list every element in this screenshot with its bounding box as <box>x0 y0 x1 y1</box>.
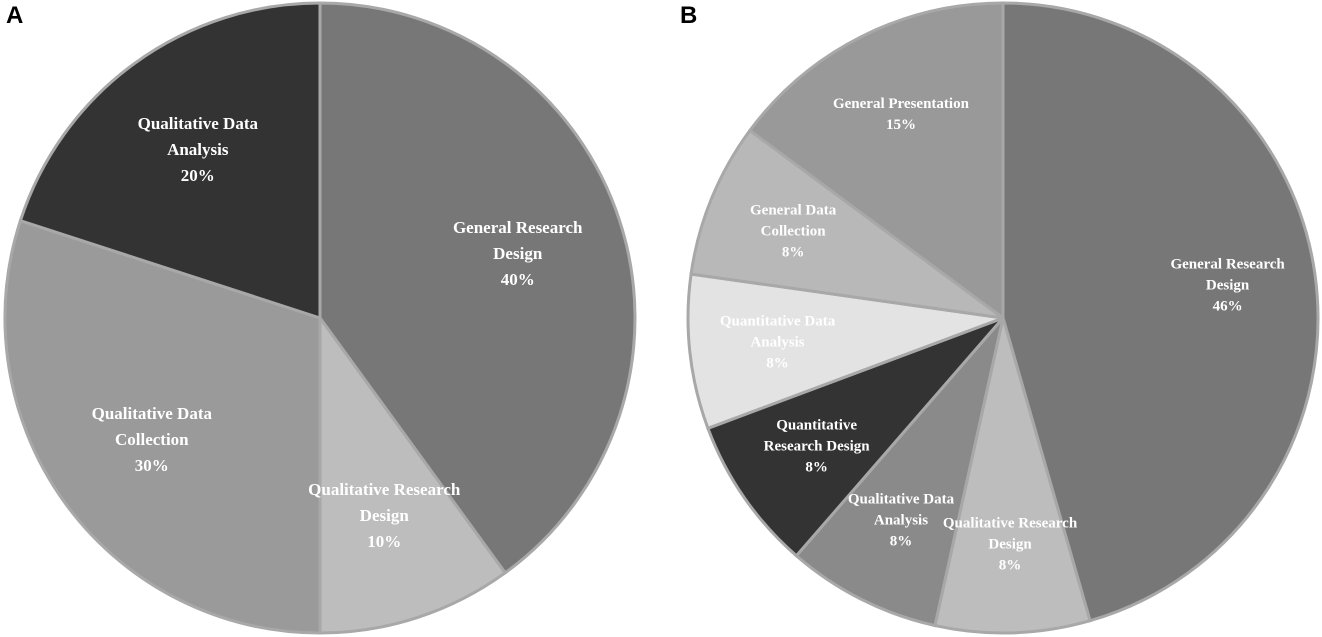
slice-value: 15% <box>885 117 916 134</box>
pie-slice <box>706 316 1005 558</box>
slice-value: 8% <box>889 533 913 550</box>
slice-label: General Research Design 40% <box>433 215 603 293</box>
panel-label: B <box>680 2 698 29</box>
slice-value: 40% <box>500 269 535 289</box>
slice-value: 8% <box>781 244 805 261</box>
slice-name: General Research Design <box>452 217 583 263</box>
slice-label: General Research Design 46% <box>1158 255 1298 318</box>
pie-slice <box>318 313 508 635</box>
slice-label: Qualitative Research Design 8% <box>940 513 1080 576</box>
pie-slice <box>933 317 1092 635</box>
panel-label: A <box>6 2 24 29</box>
slice-value: 8% <box>766 355 789 372</box>
slice-name: Qualitative Data Analysis <box>847 491 955 529</box>
slice-label: General Data Collection 8% <box>723 201 863 264</box>
pie-slice <box>794 317 1005 628</box>
slice-label: Quantitative Data Analysis 8% <box>708 311 848 374</box>
slice-label: Qualitative Research Design 10% <box>299 477 469 555</box>
slice-label: General Presentation 15% <box>831 94 971 136</box>
pie-slice <box>686 272 1004 431</box>
slice-value: 10% <box>367 531 402 551</box>
slice-name: Qualitative Research Design <box>942 515 1078 553</box>
slice-label: Quantitative Research Design 8% <box>747 416 887 479</box>
slice-name: Qualitative Data Analysis <box>137 113 258 159</box>
slice-label: Qualitative Data Collection 30% <box>67 401 237 479</box>
pie-slice <box>689 128 1004 320</box>
slice-name: General Presentation <box>832 96 969 113</box>
pie-slice <box>1001 1 1320 623</box>
slice-name: Quantitative Data Analysis <box>719 313 836 351</box>
pie-slice <box>18 1 322 321</box>
slice-value: 30% <box>134 456 169 476</box>
slice-label: Qualitative Data Analysis 20% <box>113 111 283 189</box>
slice-name: Qualitative Research Design <box>308 479 461 525</box>
slice-name: General Data Collection <box>750 202 837 240</box>
slice-name: Qualitative Data Collection <box>91 404 212 450</box>
slice-value: 20% <box>180 165 215 185</box>
pie-slice <box>318 1 637 575</box>
slice-label: Qualitative Data Analysis 8% <box>831 489 971 552</box>
slice-value: 8% <box>998 557 1022 574</box>
slice-name: General Research Design <box>1170 256 1285 294</box>
pie-slice <box>747 1 1005 321</box>
slice-name: Quantitative Research Design <box>763 417 870 455</box>
slice-value: 46% <box>1212 298 1243 315</box>
slice-value: 8% <box>805 459 828 476</box>
pie-slice <box>3 218 322 635</box>
